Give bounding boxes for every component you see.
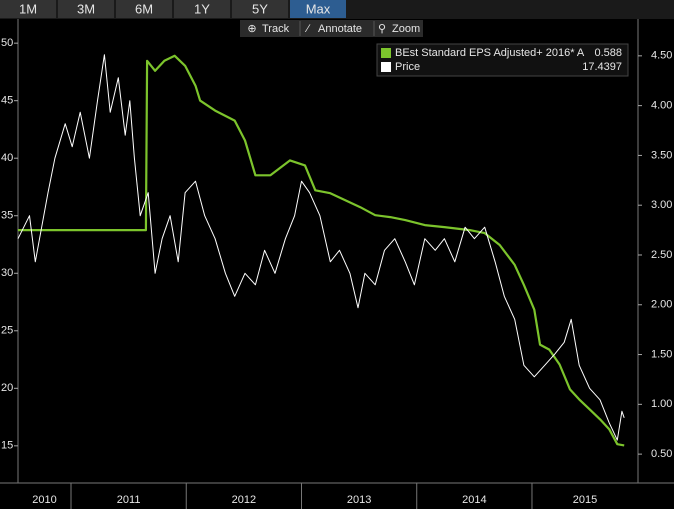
y2-tick-label: 0.50: [651, 448, 672, 460]
y-tick-label: 45: [1, 95, 13, 107]
y2-tick-label: 1.00: [651, 398, 672, 410]
toolbar-button[interactable]: Annotate: [318, 23, 362, 35]
tab-label[interactable]: 6M: [135, 1, 153, 16]
tab[interactable]: 1M: [0, 0, 56, 18]
toolbar-background: [240, 20, 423, 37]
toolbar: ⊕ Track ∕ Annotate ⚲ Zoom: [240, 20, 423, 37]
x-tick-label: 2011: [117, 494, 141, 506]
tab[interactable]: 1Y: [174, 0, 230, 18]
legend: BEst Standard EPS Adjusted+ 2016* A 0.588…: [376, 43, 629, 77]
y-tick-label: 30: [1, 267, 13, 279]
y2-tick-label: 2.00: [651, 299, 672, 311]
tab-label[interactable]: 3M: [77, 1, 95, 16]
tab[interactable]: Max: [290, 0, 346, 18]
legend-swatch: [381, 62, 391, 72]
tab-background[interactable]: [290, 0, 346, 18]
x-tick-label: 2010: [32, 494, 56, 506]
y-tick-label: 50: [1, 37, 13, 49]
tab-label[interactable]: 1Y: [194, 1, 210, 16]
y2-tick-label: 3.50: [651, 149, 672, 161]
legend-box: [376, 43, 629, 77]
y2-tick-label: 1.50: [651, 348, 672, 360]
toolbar-icon[interactable]: ⚲: [378, 23, 386, 35]
y2-tick-label: 2.50: [651, 249, 672, 261]
tab-background[interactable]: [58, 0, 114, 18]
tab[interactable]: 5Y: [232, 0, 288, 18]
x-tick-label: 2014: [462, 494, 486, 506]
toolbar-icon[interactable]: ⊕: [247, 23, 256, 35]
legend-swatch: [381, 48, 391, 58]
tab[interactable]: 3M: [58, 0, 114, 18]
y2-tick-label: 4.50: [651, 50, 672, 62]
y-tick-label: 35: [1, 210, 13, 222]
y2-tick-label: 3.00: [651, 199, 672, 211]
y-tick-label: 15: [1, 440, 13, 452]
y-tick-label: 25: [1, 325, 13, 337]
tab-background[interactable]: [232, 0, 288, 18]
series-line: [18, 54, 625, 447]
tab-label[interactable]: 5Y: [252, 1, 268, 16]
legend-value: 17.4397: [582, 61, 622, 73]
legend-label: BEst Standard EPS Adjusted+ 2016* A: [395, 47, 585, 59]
legend-label: Price: [395, 61, 420, 73]
x-tick-label: 2012: [232, 494, 256, 506]
series-line: [17, 54, 625, 441]
toolbar-icon[interactable]: ∕: [304, 23, 311, 35]
toolbar-button[interactable]: Zoom: [392, 23, 420, 35]
x-tick-label: 2015: [573, 494, 597, 506]
tab-label[interactable]: Max: [306, 1, 331, 16]
y2-tick-label: 4.00: [651, 100, 672, 112]
y-tick-label: 20: [1, 382, 13, 394]
tab-background[interactable]: [174, 0, 230, 18]
y-tick-label: 40: [1, 152, 13, 164]
tab-background[interactable]: [0, 0, 56, 18]
tab[interactable]: 6M: [116, 0, 172, 18]
tab-background[interactable]: [116, 0, 172, 18]
tabs: 1M 3M 6M 1Y 5Y Max: [0, 0, 346, 18]
plot: 15 20 25 30 35 40 45 50 0.50 1.00 1.50 2.00 2.50 3.00…: [0, 19, 674, 509]
legend-value: 0.588: [594, 47, 622, 59]
x-tick-label: 2013: [347, 494, 371, 506]
toolbar-button[interactable]: Track: [262, 23, 290, 35]
tab-label[interactable]: 1M: [19, 1, 37, 16]
